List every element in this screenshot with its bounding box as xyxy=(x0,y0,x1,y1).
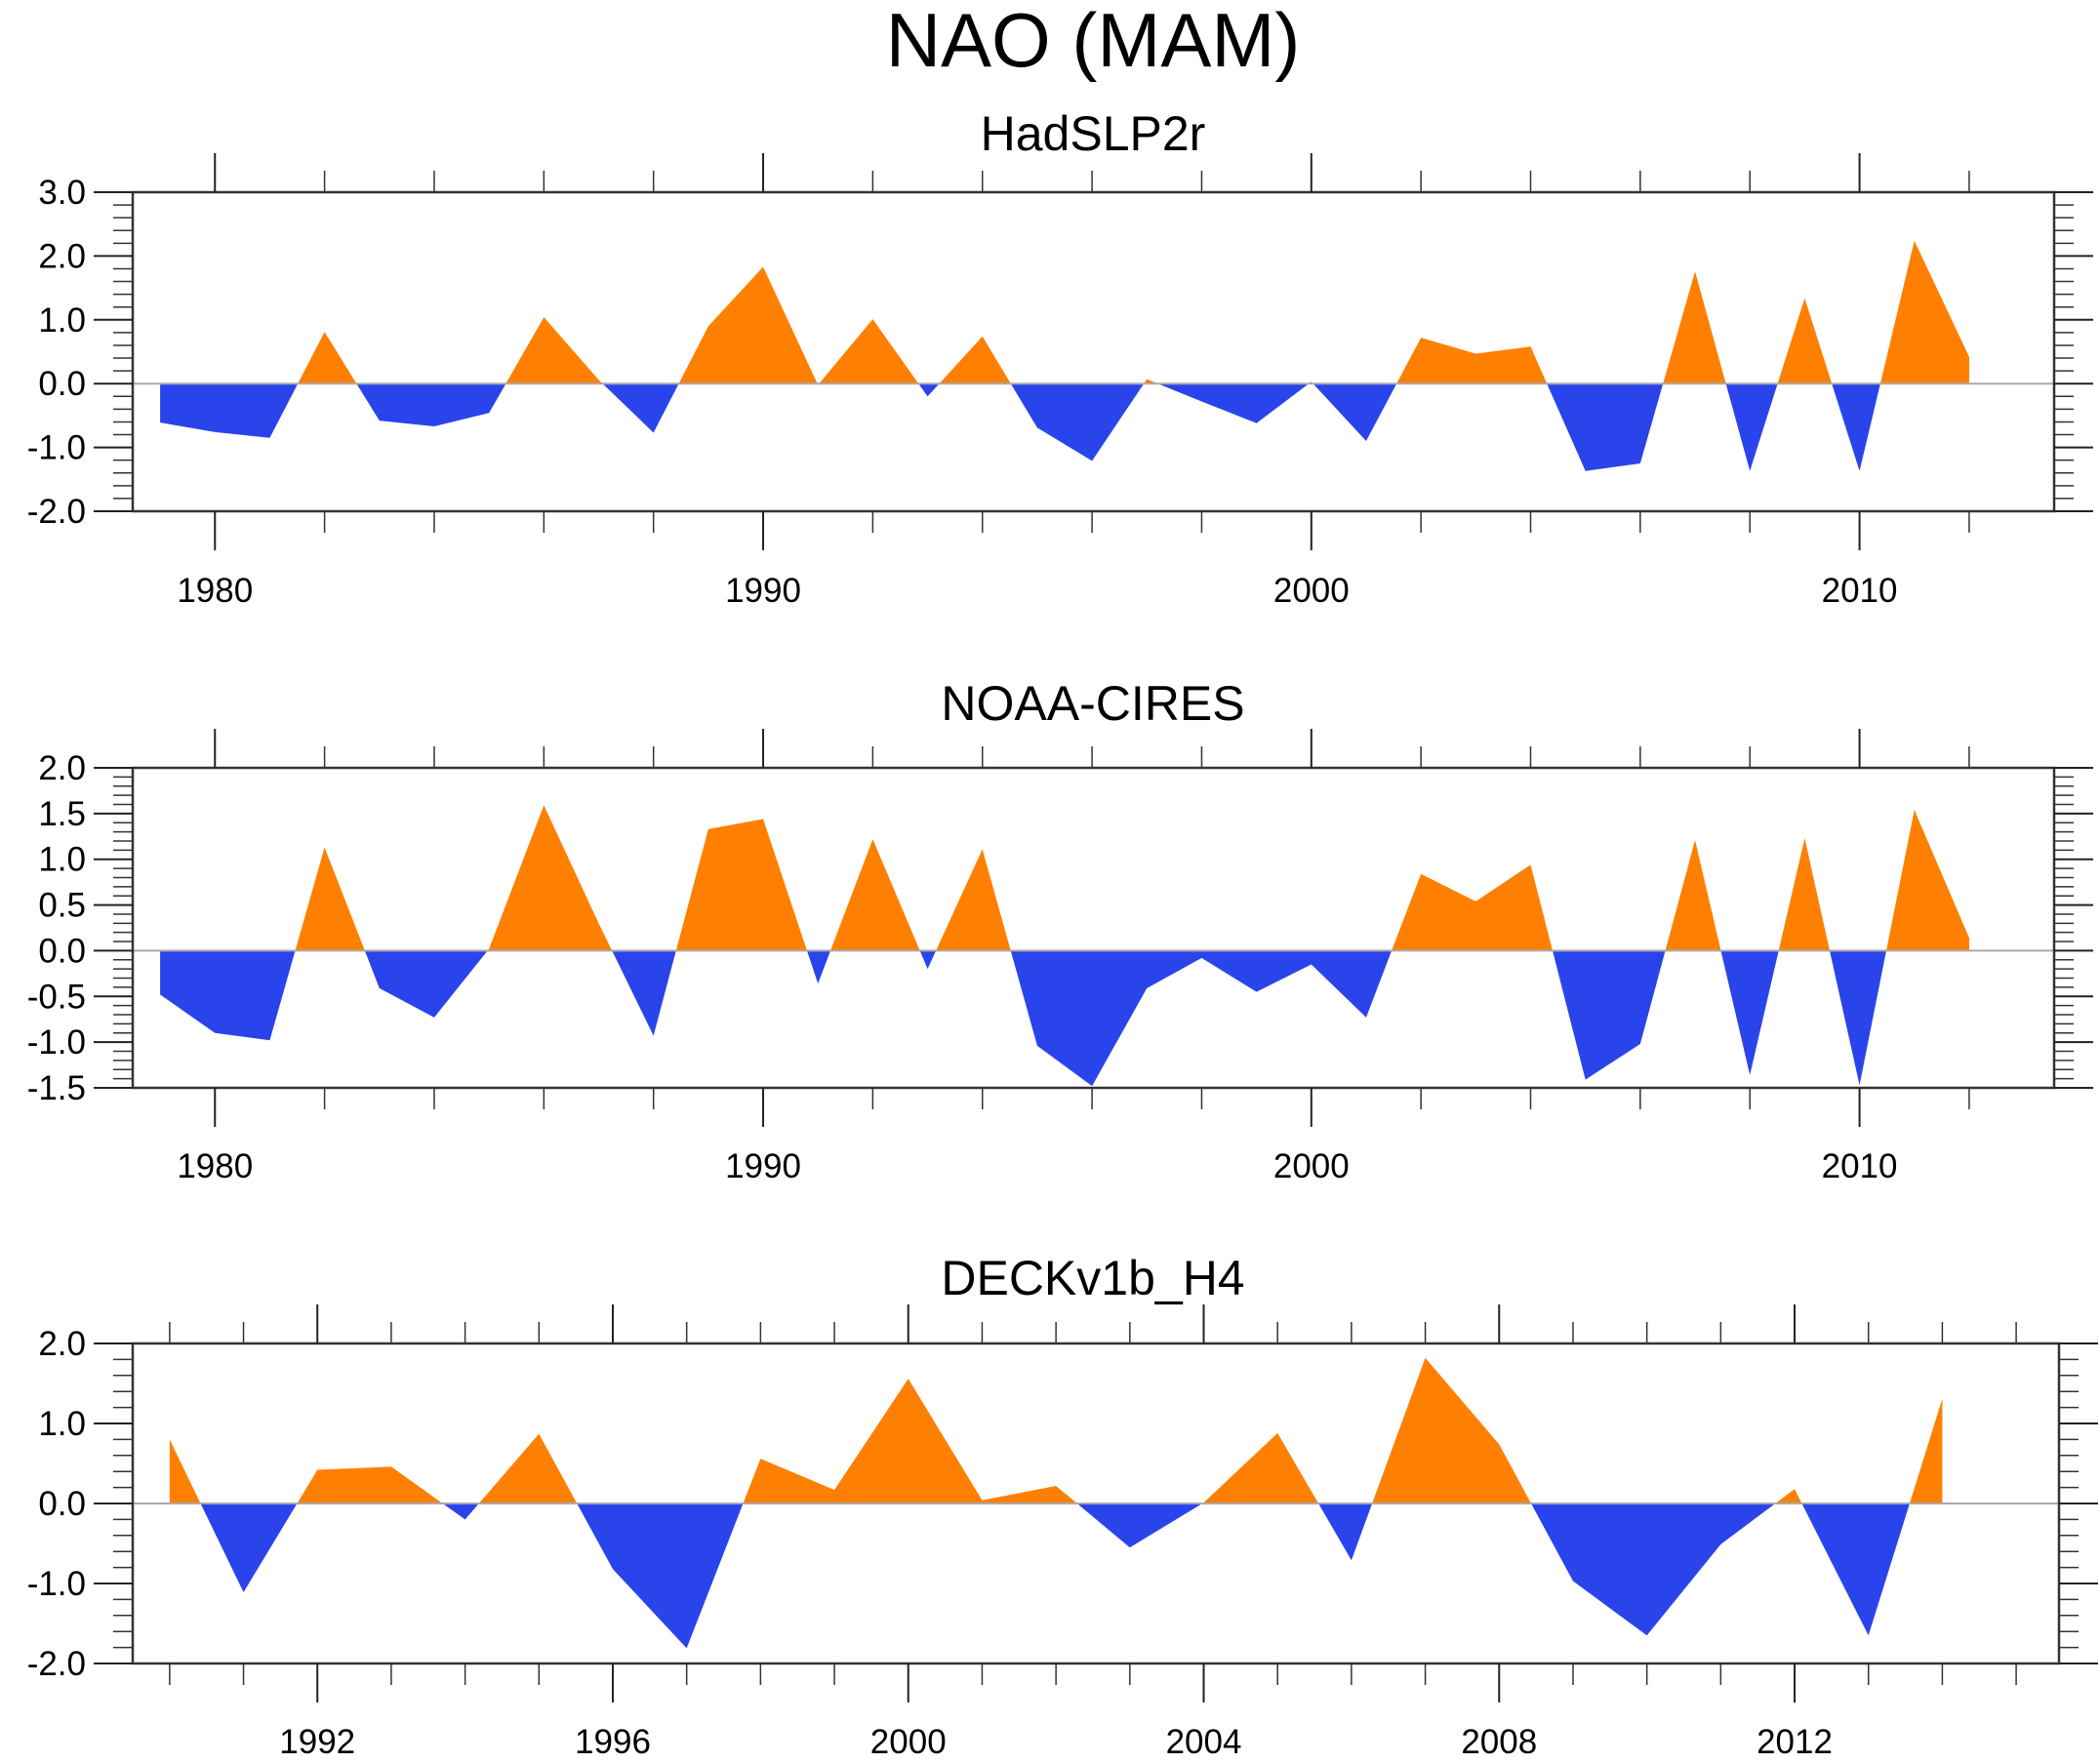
negative-anomaly-area xyxy=(364,950,488,1018)
x-tick-label: 2000 xyxy=(1273,572,1350,610)
y-tick-label: 0.5 xyxy=(38,887,86,925)
negative-anomaly-area xyxy=(160,950,296,1041)
positive-anomaly-area xyxy=(936,849,1011,951)
y-tick-label: -1.0 xyxy=(27,1023,86,1062)
negative-anomaly-area xyxy=(1157,383,1310,423)
positive-anomaly-area xyxy=(1879,240,1969,384)
x-tick-label: 2010 xyxy=(1822,572,1898,610)
positive-anomaly-area xyxy=(487,805,613,951)
negative-anomaly-area xyxy=(918,383,940,397)
x-tick-label: 2000 xyxy=(870,1723,947,1761)
x-tick-label: 1990 xyxy=(725,1147,801,1185)
panel-noaa-cires: NOAA-CIRES 1980 1990 2000 2010 -1.5 -1.0 -0.5 0… xyxy=(27,676,2093,1185)
negative-anomaly-area xyxy=(1829,950,1887,1086)
negative-anomaly-area xyxy=(1720,950,1779,1075)
positive-anomaly-area xyxy=(1778,838,1830,951)
negative-anomaly-area xyxy=(442,1503,479,1520)
y-tick-label: -1.0 xyxy=(27,1565,86,1603)
positive-anomaly-area xyxy=(1663,271,1726,384)
negative-anomaly-area xyxy=(806,950,831,984)
negative-anomaly-area xyxy=(1725,383,1778,471)
x-tick-label: 2004 xyxy=(1166,1723,1242,1761)
positive-anomaly-area xyxy=(675,819,807,951)
x-tick-label: 2012 xyxy=(1757,1723,1833,1761)
plot-frame xyxy=(131,190,2056,513)
y-tick-label: 2.0 xyxy=(38,237,86,275)
panel-title-hadslp2r: HadSLP2r xyxy=(981,106,1206,161)
negative-anomaly-area xyxy=(356,383,506,427)
positive-anomaly-area xyxy=(1392,864,1553,951)
positive-anomaly-area xyxy=(1202,1432,1319,1503)
panel-deckv1b-h4: DECKv1b_H4 1992 1996 2000 2004 2008 2012 -2.0 -… xyxy=(27,1251,2098,1761)
y-tick-label: -0.5 xyxy=(27,978,86,1016)
figure-title: NAO (MAM) xyxy=(886,0,1301,83)
positive-anomaly-area xyxy=(1372,1357,1532,1503)
positive-anomaly-area xyxy=(1777,298,1833,384)
positive-anomaly-area xyxy=(1144,379,1158,384)
x-tick-label: 2008 xyxy=(1461,1723,1537,1761)
positive-anomaly-area xyxy=(1396,338,1548,384)
negative-anomaly-area xyxy=(160,383,299,438)
x-tick-label: 1992 xyxy=(279,1723,355,1761)
positive-anomaly-area xyxy=(939,336,1011,384)
negative-anomaly-area xyxy=(1010,950,1393,1087)
panel-hadslp2r: HadSLP2r 1980 1990 2000 2010 -2.0 -1.0 0.0 1.0 2… xyxy=(27,106,2093,610)
positive-anomaly-area xyxy=(678,266,818,384)
negative-anomaly-area xyxy=(200,1503,298,1593)
negative-anomaly-area xyxy=(602,383,679,433)
negative-anomaly-area xyxy=(1552,950,1666,1080)
y-tick-label: 1.5 xyxy=(38,795,86,833)
y-tick-label: 0.0 xyxy=(38,932,86,970)
negative-anomaly-area xyxy=(1076,1503,1203,1548)
x-tick-label: 2010 xyxy=(1822,1147,1898,1185)
positive-anomaly-area xyxy=(169,1439,201,1503)
negative-anomaly-area xyxy=(1801,1503,1910,1636)
y-tick-label: -1.5 xyxy=(27,1069,86,1107)
negative-anomaly-area xyxy=(577,1503,744,1649)
x-tick-label: 1980 xyxy=(177,572,253,610)
y-tick-label: 2.0 xyxy=(38,749,86,787)
negative-anomaly-area xyxy=(1010,383,1145,461)
positive-anomaly-area xyxy=(295,847,365,951)
negative-anomaly-area xyxy=(1531,1503,1776,1636)
y-tick-label: 0.0 xyxy=(38,1485,86,1523)
y-tick-label: -1.0 xyxy=(27,429,86,467)
y-tick-label: -2.0 xyxy=(27,493,86,531)
x-tick-label: 1980 xyxy=(177,1147,253,1185)
y-tick-label: 1.0 xyxy=(38,301,86,340)
y-tick-label: 3.0 xyxy=(38,174,86,212)
positive-anomaly-area xyxy=(743,1379,1077,1503)
panel-title-noaa-cires: NOAA-CIRES xyxy=(941,676,1244,731)
positive-anomaly-area xyxy=(1665,840,1721,951)
positive-anomaly-area xyxy=(505,317,603,384)
positive-anomaly-area xyxy=(1886,810,1969,951)
y-tick-label: 0.0 xyxy=(38,365,86,403)
negative-anomaly-area xyxy=(1318,1503,1373,1561)
negative-anomaly-area xyxy=(612,950,676,1036)
x-tick-label: 1996 xyxy=(575,1723,651,1761)
y-tick-label: -2.0 xyxy=(27,1645,86,1683)
y-tick-label: 1.0 xyxy=(38,841,86,879)
panel-title-deckv1b-h4: DECKv1b_H4 xyxy=(941,1251,1244,1305)
x-tick-label: 2000 xyxy=(1273,1147,1350,1185)
positive-anomaly-area xyxy=(298,332,357,384)
positive-anomaly-area xyxy=(1909,1398,1943,1503)
positive-anomaly-area xyxy=(830,839,920,951)
negative-anomaly-area xyxy=(1547,383,1664,471)
negative-anomaly-area xyxy=(1312,383,1397,442)
y-tick-label: 1.0 xyxy=(38,1405,86,1443)
negative-anomaly-area xyxy=(1832,383,1880,471)
positive-anomaly-area xyxy=(297,1466,443,1503)
negative-anomaly-area xyxy=(919,950,937,970)
positive-anomaly-area xyxy=(819,319,919,384)
plot-frame xyxy=(131,766,2056,1090)
y-tick-label: 2.0 xyxy=(38,1325,86,1363)
positive-anomaly-area xyxy=(478,1433,578,1503)
positive-anomaly-area xyxy=(1775,1489,1802,1503)
x-tick-label: 1990 xyxy=(725,572,801,610)
